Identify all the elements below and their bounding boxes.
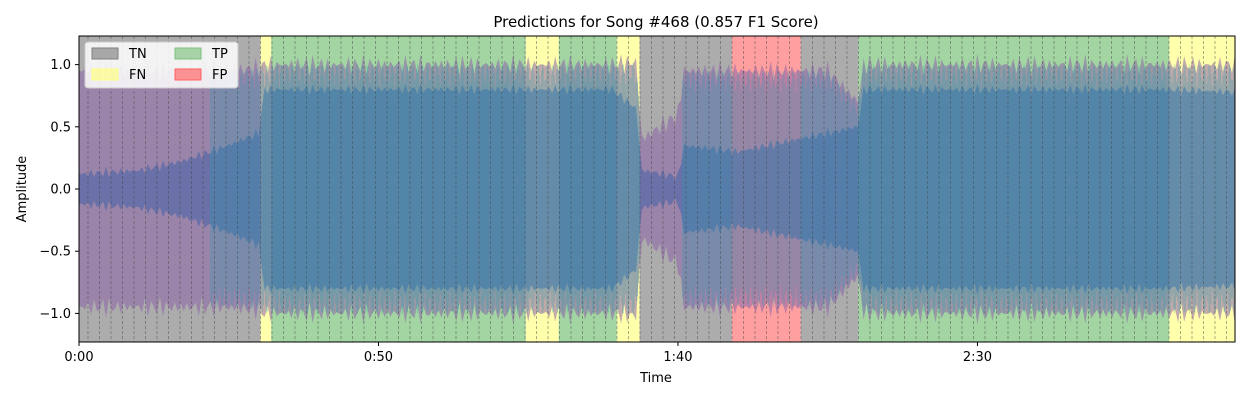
x-tick-label: 0:00	[64, 350, 93, 365]
legend-label-tn: TN	[128, 47, 147, 62]
x-tick-label: 2:30	[963, 350, 992, 365]
chart-title: Predictions for Song #468 (0.857 F1 Scor…	[493, 13, 818, 31]
waveform-envelope	[79, 53, 1235, 325]
beat-markers	[87, 36, 1227, 342]
legend-label-fn: FN	[129, 68, 146, 83]
y-tick-label: −0.5	[39, 245, 71, 260]
legend-label-fp: FP	[212, 68, 227, 83]
y-axis-label: Amplitude	[15, 156, 30, 223]
x-axis-label: Time	[639, 371, 672, 386]
legend-label-tp: TP	[211, 47, 228, 62]
waveform-detail	[210, 62, 1235, 316]
waveform-core	[79, 83, 1235, 295]
waveform	[79, 53, 1235, 325]
legend-swatch-tn	[91, 47, 119, 60]
y-tick-label: 1.0	[50, 58, 71, 73]
y-tick-label: −1.0	[39, 307, 71, 322]
y-tick-label: 0.5	[50, 120, 71, 135]
legend-swatch-fp	[174, 68, 202, 81]
legend-swatch-tp	[174, 47, 202, 60]
x-tick-label: 0:50	[364, 350, 393, 365]
x-tick-label: 1:40	[663, 350, 692, 365]
axes: 0:00 0:50 1:40 2:30 1.0 0.5 0.0 −0.5 −1.0	[39, 58, 992, 365]
legend-swatch-fn	[91, 68, 119, 81]
legend: TN FN TP FP	[84, 41, 239, 89]
y-tick-label: 0.0	[50, 183, 71, 198]
